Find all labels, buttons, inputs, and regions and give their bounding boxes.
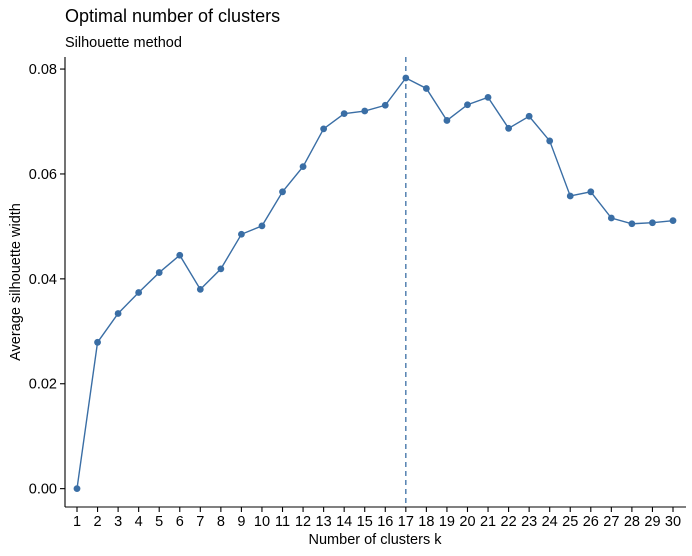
x-tick-label: 16 <box>377 514 393 530</box>
x-axis-ticks: 1 2 3 4 5 6 7 8 9 10 11 12 13 14 15 16 17 18 19 20 21 22 23 24 2… <box>73 507 681 530</box>
data-point <box>484 93 492 101</box>
data-point <box>464 101 471 109</box>
data-point <box>628 220 636 228</box>
data-point <box>155 269 163 276</box>
data-point <box>217 265 225 273</box>
x-tick-label: 24 <box>542 514 558 530</box>
y-tick-label: 0.00 <box>29 482 57 498</box>
x-tick-label: 9 <box>237 514 245 530</box>
y-tick-label: 0.02 <box>29 377 57 393</box>
y-axis-ticks: 0.00 0.02 0.04 0.06 0.08 <box>29 62 65 498</box>
x-tick-label: 25 <box>562 514 578 530</box>
x-tick-label: 15 <box>357 514 373 530</box>
x-tick-label: 3 <box>114 514 122 530</box>
x-tick-label: 18 <box>418 514 434 530</box>
data-point <box>73 485 81 493</box>
data-point <box>402 74 410 82</box>
y-axis-label: Average silhouette width <box>8 203 24 361</box>
y-tick-label: 0.06 <box>29 167 57 183</box>
x-tick-label: 23 <box>521 514 537 530</box>
x-tick-label: 26 <box>583 514 599 530</box>
data-point <box>649 219 656 227</box>
data-point <box>299 163 307 171</box>
x-tick-label: 4 <box>135 514 143 530</box>
chart-title: Optimal number of clusters <box>65 6 280 26</box>
x-tick-label: 19 <box>439 514 455 530</box>
data-point <box>505 124 512 132</box>
series-points <box>73 74 677 493</box>
data-point <box>196 285 204 293</box>
x-tick-label: 30 <box>665 514 681 530</box>
data-point <box>361 107 369 115</box>
x-tick-label: 27 <box>603 514 619 530</box>
x-tick-label: 6 <box>176 514 184 530</box>
chart-subtitle: Silhouette method <box>65 35 182 51</box>
x-tick-label: 13 <box>316 514 332 530</box>
x-tick-label: 5 <box>155 514 163 530</box>
x-tick-label: 1 <box>73 514 81 530</box>
data-point <box>607 214 615 222</box>
y-tick-label: 0.08 <box>29 62 57 78</box>
x-tick-label: 8 <box>217 514 225 530</box>
x-tick-label: 12 <box>295 514 311 530</box>
data-point <box>135 289 143 296</box>
data-point <box>320 125 328 133</box>
x-tick-label: 11 <box>275 514 290 530</box>
data-point <box>238 230 245 238</box>
data-point <box>566 192 574 200</box>
data-point <box>340 110 348 118</box>
data-point <box>525 112 533 120</box>
data-point <box>176 251 184 259</box>
x-axis-label: Number of clusters k <box>309 532 443 548</box>
x-tick-label: 7 <box>196 514 204 530</box>
data-point <box>669 217 677 225</box>
data-point <box>279 188 286 196</box>
data-point <box>443 117 451 124</box>
data-point <box>258 222 266 230</box>
x-tick-label: 28 <box>624 514 640 530</box>
x-tick-label: 22 <box>501 514 517 530</box>
data-point <box>381 101 389 109</box>
x-tick-label: 17 <box>398 514 414 530</box>
x-tick-label: 20 <box>459 514 475 530</box>
data-point <box>422 85 430 92</box>
x-tick-label: 21 <box>480 514 496 530</box>
x-tick-label: 2 <box>94 514 102 530</box>
data-point <box>546 137 554 145</box>
x-tick-label: 29 <box>644 514 660 530</box>
data-point <box>94 338 101 346</box>
data-point <box>114 310 122 317</box>
series-line <box>76 77 674 489</box>
x-tick-label: 14 <box>336 514 352 530</box>
data-point <box>587 188 595 196</box>
y-tick-label: 0.04 <box>29 272 57 288</box>
x-tick-label: 10 <box>254 514 270 530</box>
